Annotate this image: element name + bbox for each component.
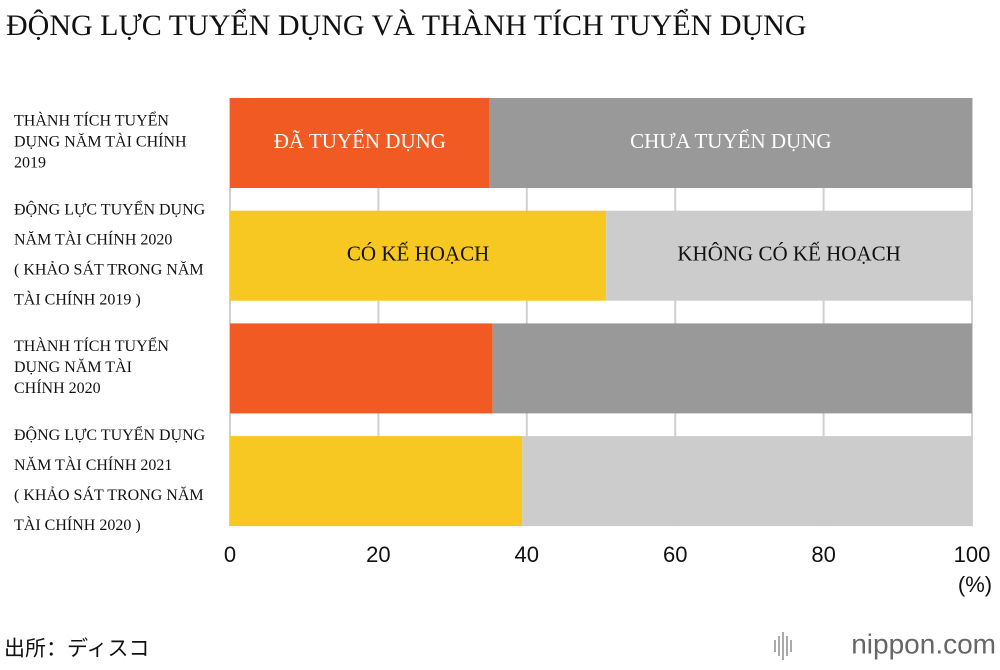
- bar-segment: [522, 436, 972, 527]
- x-tick-label: 40: [515, 542, 539, 567]
- y-tick-label: 2019: [14, 155, 46, 172]
- bar-segment: [492, 323, 972, 414]
- segment-label: ĐÃ TUYỂN DỤNG: [274, 129, 446, 153]
- y-tick-label: ( KHẢO SÁT TRONG NĂM: [14, 485, 204, 504]
- x-tick-label: 0: [224, 542, 236, 567]
- y-tick-label: THÀNH TÍCH TUYỂN: [14, 111, 169, 130]
- bar-segment: [230, 323, 493, 414]
- bar-segment: [606, 210, 972, 301]
- logo-icon: [774, 632, 792, 660]
- x-tick-label: 100: [954, 542, 991, 567]
- segment-label: CHƯA TUYỂN DỤNG: [630, 129, 831, 153]
- y-tick-label: ĐỘNG LỰC TUYỂN DỤNG: [14, 425, 206, 444]
- segment-label: CÓ KẾ HOẠCH: [347, 242, 489, 266]
- y-tick-label: TÀI CHÍNH 2020 ): [14, 515, 141, 534]
- y-tick-label: ĐỘNG LỰC TUYỂN DỤNG: [14, 199, 206, 218]
- bar-segment: [230, 436, 523, 527]
- y-tick-label: NĂM TÀI CHÍNH 2021: [14, 455, 172, 474]
- chart-title: ĐỘNG LỰC TUYỂN DỤNG VÀ THÀNH TÍCH TUYỂN …: [6, 9, 806, 42]
- x-unit: (%): [958, 572, 992, 597]
- y-tick-label: ( KHẢO SÁT TRONG NĂM: [14, 259, 204, 278]
- x-tick-label: 60: [663, 542, 687, 567]
- y-tick-label: DỤNG NĂM TÀI: [14, 357, 132, 376]
- x-tick-label: 80: [811, 542, 835, 567]
- x-tick-label: 20: [366, 542, 390, 567]
- bar-segment: [489, 98, 972, 188]
- segment-label: KHÔNG CÓ KẾ HOẠCH: [677, 242, 900, 266]
- logo: nippon.com: [851, 628, 996, 659]
- y-tick-label: NĂM TÀI CHÍNH 2020: [14, 229, 172, 248]
- y-tick-label: CHÍNH 2020: [14, 378, 101, 397]
- y-tick-label: DỤNG NĂM TÀI CHÍNH: [14, 132, 187, 151]
- plot: THÀNH TÍCH TUYỂN DỤNG NĂM TÀI CHÍNH 2019 ĐÃ…: [14, 98, 972, 534]
- y-tick-label: TÀI CHÍNH 2019 ): [14, 289, 141, 308]
- source: 出所：ディスコ: [4, 638, 150, 661]
- bar-segment: [230, 210, 607, 301]
- y-tick-label: THÀNH TÍCH TUYỂN: [14, 336, 169, 355]
- bar-segment: [230, 98, 490, 188]
